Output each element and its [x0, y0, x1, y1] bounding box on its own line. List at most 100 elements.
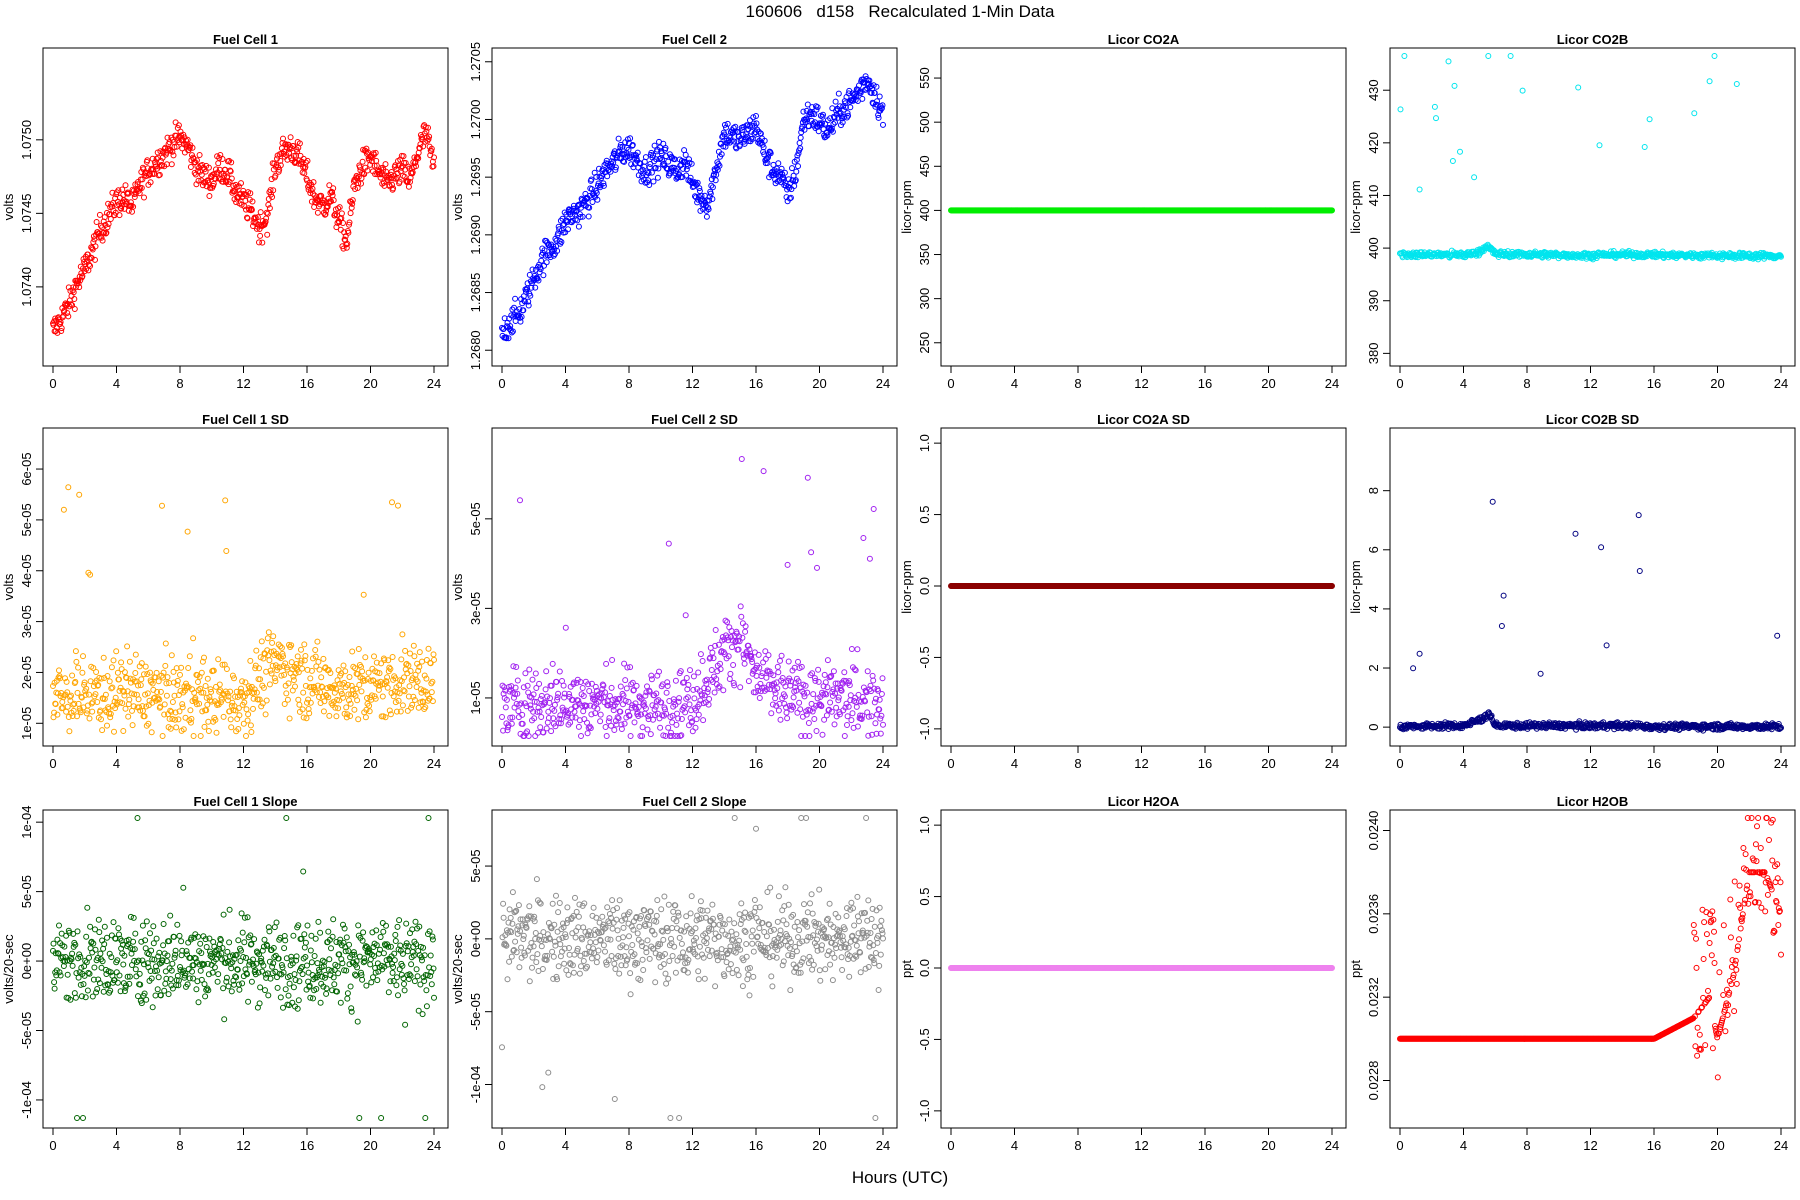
data-point: [532, 733, 539, 739]
data-point: [294, 653, 301, 660]
data-point: [109, 189, 116, 196]
data-point: [728, 137, 735, 144]
data-point: [564, 219, 571, 225]
data-point: [695, 196, 702, 203]
data-point: [213, 729, 220, 736]
y-tick-label: 380: [1366, 343, 1381, 365]
data-point: [120, 728, 127, 734]
y-tick-label: 1.2685: [468, 273, 483, 313]
x-tick-label: 24: [1774, 376, 1788, 391]
data-point: [686, 701, 693, 708]
data-point: [100, 654, 107, 661]
data-point: [606, 715, 613, 722]
x-tick-label: 24: [876, 756, 890, 771]
data-point: [783, 194, 790, 201]
data-point: [580, 708, 587, 715]
data-point: [254, 214, 261, 221]
x-tick-label: 24: [427, 756, 441, 771]
data-point: [159, 502, 165, 509]
data-point: [1706, 78, 1713, 85]
data-point: [616, 155, 623, 162]
x-tick-label: 0: [49, 756, 56, 771]
data-point: [836, 103, 843, 110]
data-point: [562, 624, 569, 631]
data-point: [548, 728, 555, 735]
data-point: [607, 168, 614, 175]
data-point: [257, 209, 264, 216]
data-point: [808, 117, 815, 124]
data-point: [538, 692, 545, 699]
data-point: [144, 165, 151, 172]
data-point: [586, 204, 593, 211]
data-point: [349, 197, 356, 204]
x-tick-label: 4: [113, 756, 120, 771]
data-point: [390, 185, 397, 192]
x-tick-label: 12: [236, 376, 250, 391]
y-tick-label: 5e-05: [468, 502, 483, 535]
data-point: [219, 156, 226, 162]
data-point: [538, 257, 545, 264]
data-point: [687, 667, 693, 674]
data-point: [697, 651, 704, 658]
data-point: [173, 143, 180, 150]
data-point: [521, 298, 528, 305]
data-point: [419, 658, 425, 665]
data-point: [177, 671, 183, 678]
data-point: [516, 306, 523, 313]
data-point: [122, 182, 129, 189]
data-point: [138, 185, 145, 191]
data-point: [409, 169, 416, 176]
data-point: [676, 695, 683, 702]
y-tick-label: 1.2680: [468, 330, 483, 370]
data-point: [398, 656, 405, 663]
data-point: [514, 677, 521, 684]
data-point: [690, 673, 697, 680]
data-point: [645, 170, 652, 177]
y-tick-label: 0.5: [917, 506, 932, 524]
data-point: [615, 135, 622, 142]
data-point: [610, 159, 617, 166]
data-point: [104, 722, 110, 729]
data-point: [205, 718, 212, 725]
y-tick-label: 1.2690: [468, 215, 483, 255]
data-point: [810, 691, 817, 698]
data-point: [125, 713, 132, 720]
data-point: [163, 692, 170, 699]
panel-title: Licor CO2A: [1108, 32, 1180, 47]
data-point: [283, 690, 290, 697]
data-point: [299, 159, 306, 165]
data-point: [753, 672, 760, 679]
y-tick-label: 350: [917, 244, 932, 266]
data-point: [721, 121, 728, 128]
data-point: [796, 140, 803, 146]
data-point: [617, 683, 624, 690]
y-tick-label: 450: [917, 155, 932, 177]
data-point: [870, 506, 877, 512]
data-point: [89, 708, 96, 715]
data-point: [227, 168, 234, 175]
data-point: [686, 156, 692, 163]
data-point: [1507, 53, 1514, 59]
data-point: [351, 706, 358, 713]
data-point: [247, 657, 254, 664]
data-point: [841, 113, 848, 120]
data-point: [648, 676, 655, 683]
data-point: [428, 689, 435, 696]
data-point: [594, 196, 601, 203]
data-point: [425, 136, 432, 143]
data-point: [364, 167, 371, 174]
data-point: [718, 151, 725, 158]
data-point: [395, 502, 401, 509]
data-point: [529, 266, 536, 273]
data-point: [808, 549, 815, 556]
x-tick-label: 8: [1074, 376, 1081, 391]
data-point: [692, 724, 699, 731]
data-point: [272, 172, 279, 179]
y-tick-label: -1.0: [917, 718, 932, 740]
x-tick-label: 24: [1325, 756, 1339, 771]
data-point: [555, 230, 562, 237]
data-point: [778, 652, 785, 659]
data-point: [521, 297, 528, 304]
data-point: [335, 667, 342, 674]
data-point: [612, 164, 619, 171]
